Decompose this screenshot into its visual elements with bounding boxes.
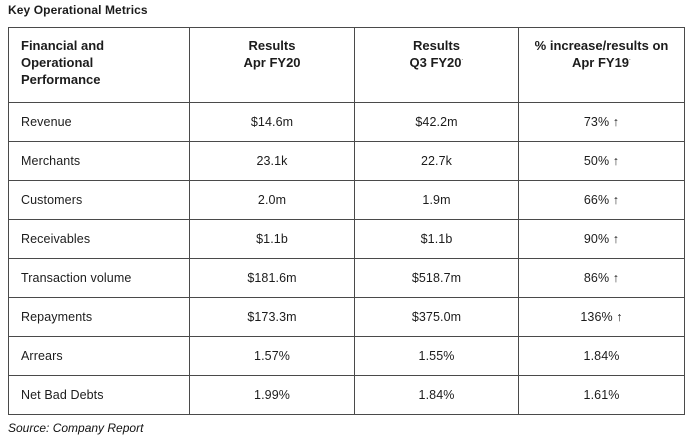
col-header-label: Results Apr FY20 <box>243 38 301 71</box>
cell-value: 1.84% <box>518 336 685 376</box>
table-row: Net Bad Debts 1.99% 1.84% 1.61% <box>8 375 685 415</box>
cell-value: $14.6m <box>189 102 355 142</box>
cell-value: 86% ↑ <box>518 258 685 298</box>
table-row: Revenue $14.6m $42.2m 73% ↑ <box>8 102 685 142</box>
row-label: Transaction volume <box>8 258 190 298</box>
col-header-results-q3-fy20: Results Q3 FY20· <box>354 27 519 103</box>
cell-value: $375.0m <box>354 297 519 337</box>
cell-value: $518.7m <box>354 258 519 298</box>
row-label: Customers <box>8 180 190 220</box>
source-note: Source: Company Report <box>8 421 144 435</box>
col-header-label: Results Q3 FY20 <box>409 38 462 71</box>
cell-value: 1.57% <box>189 336 355 376</box>
cell-value: 1.99% <box>189 375 355 415</box>
cell-value: 1.9m <box>354 180 519 220</box>
metrics-table: Financial and Operational Performance Re… <box>8 27 685 415</box>
table-row: Customers 2.0m 1.9m 66% ↑ <box>8 180 685 220</box>
row-label: Net Bad Debts <box>8 375 190 415</box>
row-label: Merchants <box>8 141 190 181</box>
col-header-label: % increase/results on Apr FY19 <box>534 38 669 71</box>
row-label: Revenue <box>8 102 190 142</box>
cell-value: 66% ↑ <box>518 180 685 220</box>
table-row: Receivables $1.1b $1.1b 90% ↑ <box>8 219 685 259</box>
table-row: Merchants 23.1k 22.7k 50% ↑ <box>8 141 685 181</box>
cell-value: 22.7k <box>354 141 519 181</box>
cell-value: 50% ↑ <box>518 141 685 181</box>
cell-value: $1.1b <box>189 219 355 259</box>
cell-value: $1.1b <box>354 219 519 259</box>
cell-value: 73% ↑ <box>518 102 685 142</box>
cell-value: 90% ↑ <box>518 219 685 259</box>
footnote-mark: · <box>629 57 632 64</box>
row-label: Arrears <box>8 336 190 376</box>
page-title: Key Operational Metrics <box>8 3 148 17</box>
footnote-mark: · <box>461 57 464 64</box>
table-row: Transaction volume $181.6m $518.7m 86% ↑ <box>8 258 685 298</box>
col-header-financial-operational-performance: Financial and Operational Performance <box>8 27 190 103</box>
cell-value: $181.6m <box>189 258 355 298</box>
row-label: Receivables <box>8 219 190 259</box>
cell-value: 136% ↑ <box>518 297 685 337</box>
cell-value: 23.1k <box>189 141 355 181</box>
cell-value: $42.2m <box>354 102 519 142</box>
col-header-results-apr-fy20: Results Apr FY20 <box>189 27 355 103</box>
cell-value: $173.3m <box>189 297 355 337</box>
col-header-label: Financial and Operational Performance <box>21 38 105 88</box>
cell-value: 1.84% <box>354 375 519 415</box>
cell-value: 1.61% <box>518 375 685 415</box>
table-row: Repayments $173.3m $375.0m 136% ↑ <box>8 297 685 337</box>
cell-value: 2.0m <box>189 180 355 220</box>
cell-value: 1.55% <box>354 336 519 376</box>
header-row: Financial and Operational Performance Re… <box>8 27 685 103</box>
table-row: Arrears 1.57% 1.55% 1.84% <box>8 336 685 376</box>
col-header-increase-apr-fy19: % increase/results on Apr FY19· <box>518 27 685 103</box>
row-label: Repayments <box>8 297 190 337</box>
